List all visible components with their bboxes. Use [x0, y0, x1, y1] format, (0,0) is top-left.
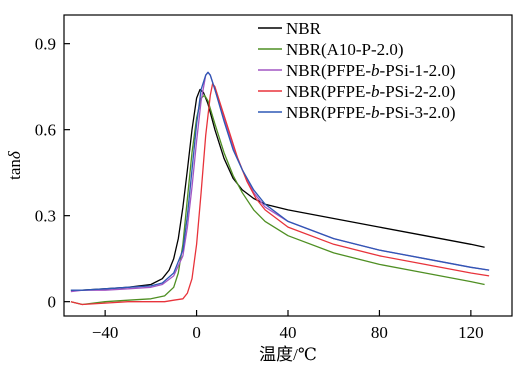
- legend-label-2-part: NBR(A10-P-2.0): [286, 40, 404, 59]
- x-tick-label: 0: [192, 323, 201, 342]
- x-tick-label: 120: [458, 323, 484, 342]
- series-line-5: [70, 71, 490, 291]
- x-tick-label: −40: [92, 323, 119, 342]
- axes: [63, 14, 513, 317]
- series-line-2: [70, 94, 485, 306]
- tick-labels: −40 0 40 80 120 0 0.3 0.6 0.9: [35, 35, 484, 342]
- y-axis-title-symbol: δ: [5, 150, 24, 159]
- legend-label-1: NBR: [286, 19, 322, 38]
- series-line-4: [70, 83, 490, 306]
- legend-label-5-part: b: [371, 103, 380, 122]
- legend-label-3-part: -PSi-1-2.0): [380, 61, 456, 80]
- legend-label-3-part: NBR(PFPE-: [286, 61, 371, 80]
- legend-label-5: NBR(PFPE-b-PSi-3-2.0): [286, 103, 456, 122]
- legend-label-3-part: b: [371, 61, 380, 80]
- x-tick-label: 80: [371, 323, 388, 342]
- y-tick-label: 0: [48, 293, 57, 312]
- y-axis-title: tanδ: [5, 150, 24, 180]
- legend-label-4: NBR(PFPE-b-PSi-2-2.0): [286, 82, 456, 101]
- x-tick-label: 40: [280, 323, 297, 342]
- legend-label-5-part: -PSi-3-2.0): [380, 103, 456, 122]
- legend-label-5-part: NBR(PFPE-: [286, 103, 371, 122]
- series-line-1: [70, 88, 485, 291]
- legend-label-4-part: NBR(PFPE-: [286, 82, 371, 101]
- legend-label-4-part: b: [371, 82, 380, 101]
- y-tick-label: 0.9: [35, 35, 56, 54]
- y-tick-label: 0.3: [35, 207, 56, 226]
- legend-label-1-part: NBR: [286, 19, 322, 38]
- legend-label-3: NBR(PFPE-b-PSi-1-2.0): [286, 61, 456, 80]
- legend-label-4-part: -PSi-2-2.0): [380, 82, 456, 101]
- y-axis-title-main: tan: [5, 159, 24, 180]
- y-tick-label: 0.6: [35, 121, 56, 140]
- x-axis-title: 温度/℃: [259, 345, 317, 364]
- series-lines: [70, 71, 490, 306]
- legend-label-2: NBR(A10-P-2.0): [286, 40, 404, 59]
- legend: NBRNBR(A10-P-2.0)NBR(PFPE-b-PSi-1-2.0)NB…: [258, 19, 456, 122]
